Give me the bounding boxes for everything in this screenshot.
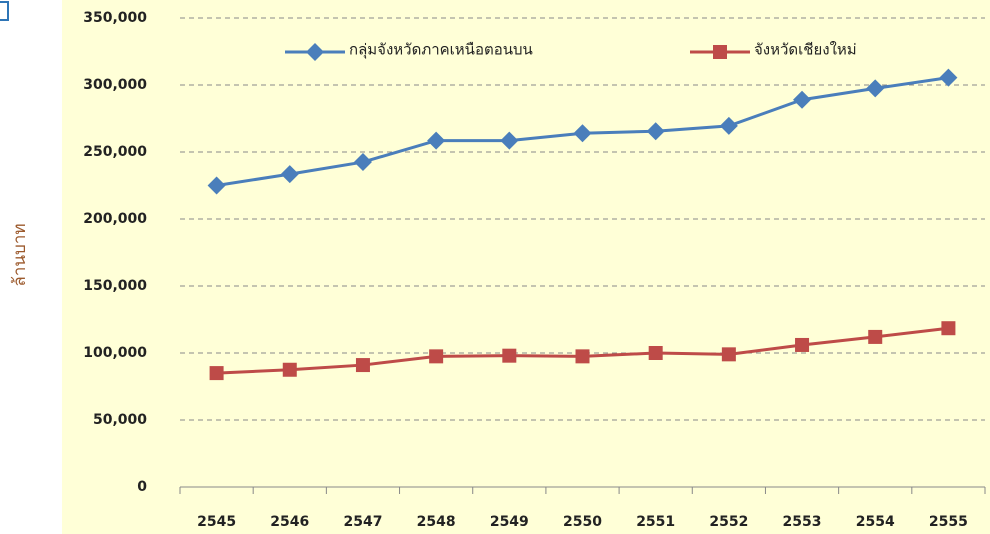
- legend-label: กลุ่มจังหวัดภาคเหนือตอนบน: [349, 41, 533, 60]
- y-tick-label: 150,000: [83, 278, 147, 294]
- y-tick-label: 300,000: [83, 77, 147, 93]
- data-point: [500, 131, 519, 150]
- data-point: [866, 79, 885, 98]
- data-point: [719, 116, 738, 135]
- data-point: [429, 349, 444, 364]
- data-point: [427, 131, 446, 150]
- x-tick-label: 2552: [709, 514, 748, 530]
- data-point: [795, 337, 810, 352]
- data-point: [793, 90, 812, 109]
- data-point: [575, 349, 590, 364]
- x-tick-label: 2547: [343, 514, 382, 530]
- x-tick-label: 2549: [490, 514, 529, 530]
- data-point: [646, 122, 665, 141]
- x-tick-label: 2546: [270, 514, 309, 530]
- x-tick-label: 2554: [856, 514, 895, 530]
- frame-corner: [0, 1, 9, 21]
- x-tick-label: 2550: [563, 514, 602, 530]
- data-point: [573, 124, 592, 143]
- y-tick-label: 0: [137, 479, 147, 495]
- legend-marker: [306, 43, 324, 61]
- x-tick-label: 2545: [197, 514, 236, 530]
- chart-background: [62, 0, 990, 534]
- data-point: [939, 68, 958, 87]
- data-point: [209, 366, 224, 381]
- legend-label: จังหวัดเชียงใหม่: [754, 41, 857, 59]
- data-point: [721, 347, 736, 362]
- data-point: [282, 362, 297, 377]
- y-tick-label: 250,000: [83, 144, 147, 160]
- y-axis-title: ล้านบาท: [10, 223, 30, 286]
- y-tick-label: 50,000: [93, 412, 147, 428]
- data-point: [868, 329, 883, 344]
- x-tick-label: 2548: [417, 514, 456, 530]
- data-point: [355, 358, 370, 373]
- y-tick-label: 100,000: [83, 345, 147, 361]
- data-point: [502, 348, 517, 363]
- data-point: [280, 165, 299, 184]
- y-tick-label: 350,000: [83, 10, 147, 26]
- x-tick-label: 2555: [929, 514, 968, 530]
- x-tick-label: 2553: [783, 514, 822, 530]
- legend-marker: [713, 45, 727, 59]
- data-point: [648, 346, 663, 360]
- margin: [0, 0, 62, 534]
- data-point: [353, 153, 372, 172]
- y-tick-label: 200,000: [83, 211, 147, 227]
- x-tick-label: 2551: [636, 514, 675, 530]
- data-point: [207, 176, 226, 195]
- data-point: [941, 321, 956, 336]
